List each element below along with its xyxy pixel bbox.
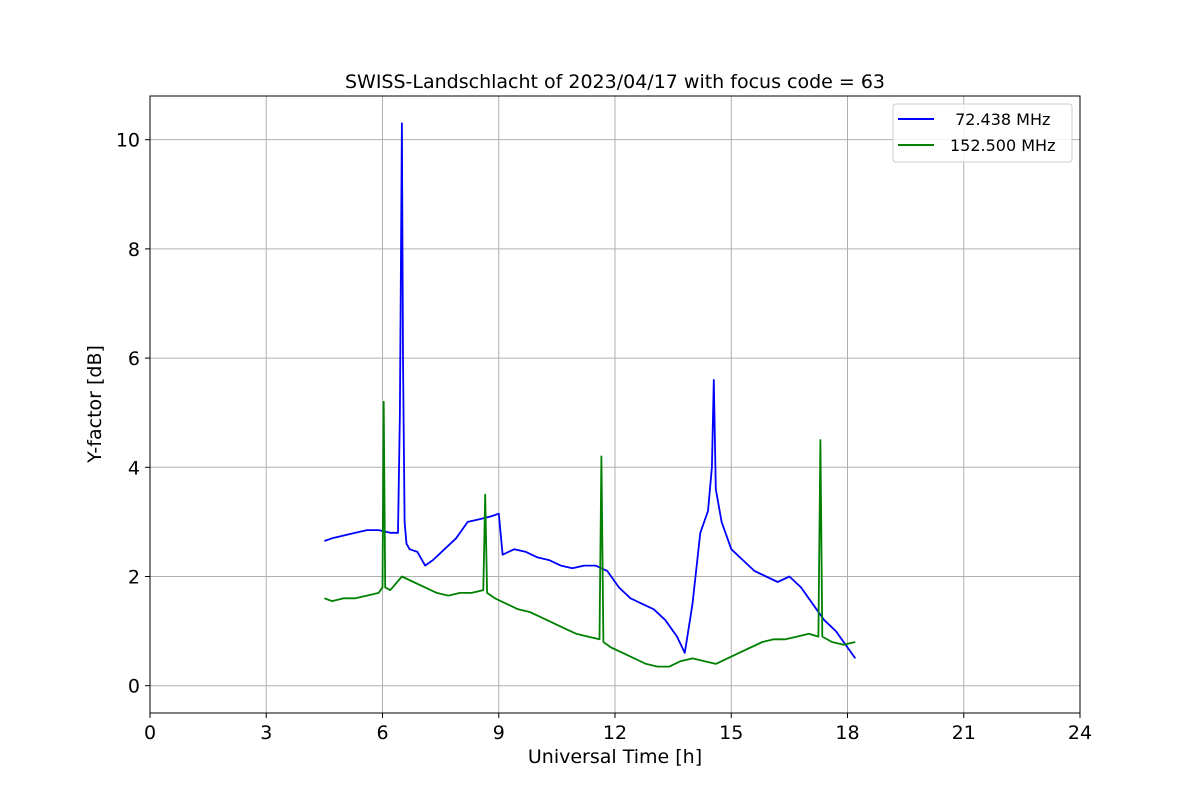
series-line-1 (324, 122, 857, 659)
x-axis-label: Universal Time [h] (528, 746, 702, 768)
series-layer (324, 122, 857, 668)
y-tick-label: 10 (116, 130, 140, 152)
x-tick-label: 3 (260, 722, 272, 744)
legend-label-series-1: 72.438 MHz (950, 110, 1050, 129)
y-tick-label: 8 (128, 239, 140, 261)
y-tick-label: 6 (128, 348, 140, 370)
series-line-2 (324, 400, 856, 668)
x-tick-label: 9 (493, 722, 505, 744)
y-tick-label: 4 (128, 457, 140, 479)
y-axis-ticks: 0 2 4 6 8 10 (116, 130, 150, 698)
legend-box (892, 103, 1073, 163)
x-tick-label: 18 (835, 722, 859, 744)
y-tick-label: 0 (128, 676, 140, 698)
x-tick-label: 6 (376, 722, 388, 744)
x-tick-label: 12 (603, 722, 627, 744)
x-tick-label: 21 (952, 722, 976, 744)
legend: 72.438 MHz 152.500 MHz (892, 103, 1073, 163)
y-tick-label: 2 (128, 566, 140, 588)
chart-title: SWISS-Landschlacht of 2023/04/17 with fo… (345, 71, 885, 93)
x-tick-label: 0 (144, 722, 156, 744)
x-tick-label: 24 (1068, 722, 1092, 744)
legend-label-series-2: 152.500 MHz (950, 136, 1055, 155)
x-axis-ticks: 0 3 6 9 12 15 18 21 24 (144, 713, 1092, 744)
x-tick-label: 15 (719, 722, 743, 744)
y-axis-label: Y-factor [dB] (84, 345, 106, 464)
